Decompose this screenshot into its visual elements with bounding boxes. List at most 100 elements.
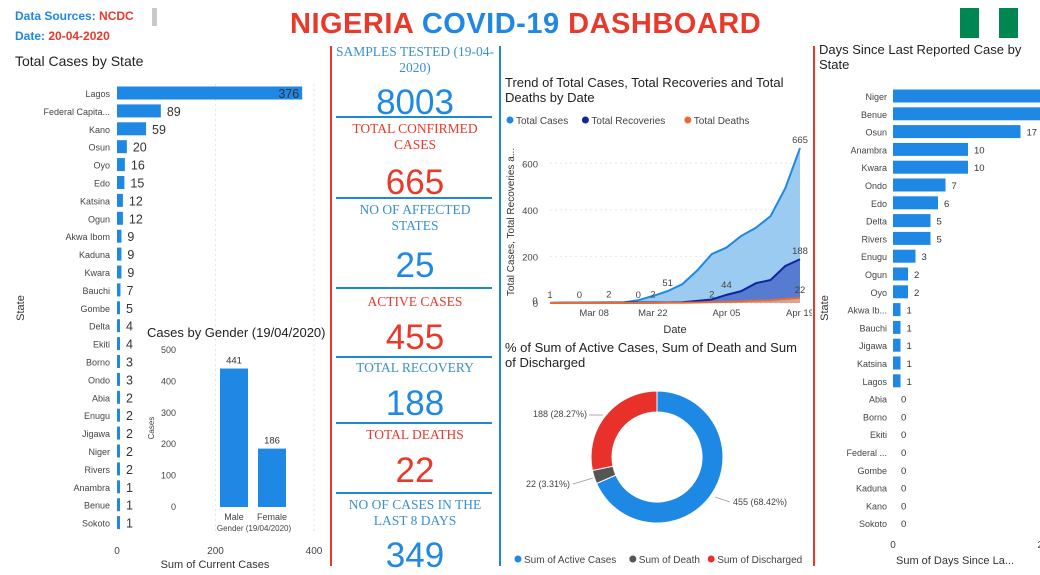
state-value-label: 15 — [130, 177, 144, 191]
point-label: 0 — [577, 290, 582, 301]
days-value-label: 0 — [901, 395, 906, 406]
scroll-indicator — [152, 8, 157, 26]
kpi-value: 188 — [385, 384, 445, 423]
days-bar — [893, 285, 908, 299]
state-value-label: 9 — [127, 230, 134, 244]
legend-label: Total Recoveries — [591, 116, 665, 127]
state-label: Abia — [92, 393, 110, 403]
kpi-label: ACTIVE CASES — [367, 294, 463, 309]
kpi-label: NO OF AFFECTED STATES — [359, 202, 471, 233]
state-bar — [117, 211, 123, 225]
state-bar — [117, 319, 120, 333]
state-value-label: 2 — [126, 445, 133, 459]
x-axis-label: Sum of Days Since La... — [896, 555, 1014, 567]
days-bar — [893, 231, 931, 245]
days-value-label: 0 — [901, 484, 906, 495]
legend-marker — [707, 555, 715, 563]
state-value-label: 2 — [126, 391, 133, 405]
y-tick-label: 200 — [161, 439, 176, 449]
kpi-label: TOTAL RECOVERY — [356, 360, 474, 375]
area-total-cases — [550, 148, 800, 303]
state-label: Federal ... — [846, 448, 887, 458]
state-value-label: 2 — [126, 463, 133, 477]
data-source-value: NCDC — [99, 9, 134, 23]
kpi-divider — [336, 287, 492, 289]
state-label: Bauchi — [82, 286, 110, 296]
days-value-label: 1 — [907, 359, 912, 370]
state-value-label: 20 — [133, 141, 147, 155]
state-bar — [117, 444, 120, 458]
state-value-label: 89 — [167, 105, 181, 119]
state-bar — [117, 86, 303, 100]
y-axis-label: Cases — [147, 417, 156, 440]
leader-line — [714, 496, 731, 503]
x-axis-label: Sum of Current Cases — [161, 559, 270, 571]
state-label: Benue — [861, 110, 887, 120]
x-axis-label: Date — [663, 324, 686, 336]
donut-slice — [590, 390, 658, 472]
state-label: Abia — [869, 395, 887, 405]
kpi-label: NO OF CASES IN THE LAST 8 DAYS — [348, 497, 482, 528]
state-label: Kano — [89, 125, 110, 135]
state-label: Ogun — [865, 270, 887, 280]
state-value-label: 4 — [126, 320, 133, 334]
slice-label: 188 (28.27%) — [533, 409, 587, 419]
days-bar — [893, 89, 1040, 103]
state-label: Gombe — [80, 304, 110, 314]
state-bar — [117, 462, 120, 476]
days-bar — [893, 107, 1040, 121]
legend-label: Total Deaths — [694, 116, 750, 127]
kpi-divider — [336, 356, 492, 358]
days-value-label: 6 — [944, 199, 949, 210]
legend-label: Sum of Death — [639, 555, 700, 566]
state-bar — [117, 372, 120, 386]
y-tick-label: 200 — [522, 252, 538, 263]
y-tick-label: 0 — [533, 299, 538, 310]
legend-marker — [684, 116, 692, 124]
line-total-deaths — [550, 296, 801, 304]
separator-blue-mid — [499, 46, 501, 566]
point-label: 2 — [650, 290, 655, 301]
state-bar — [117, 408, 120, 422]
state-value-label: 376 — [278, 87, 299, 101]
days-value-label: 0 — [901, 466, 906, 477]
kpi-value: 665 — [385, 163, 445, 202]
state-bar — [117, 247, 122, 261]
state-value-label: 3 — [126, 373, 133, 387]
state-label: Katsina — [857, 359, 887, 369]
state-value-label: 59 — [152, 123, 166, 137]
days-bar — [893, 338, 901, 352]
days-value-label: 0 — [901, 519, 906, 530]
state-label: Rivers — [84, 465, 110, 475]
point-label: 665 — [792, 135, 808, 146]
state-label: Oyo — [870, 288, 887, 298]
y-axis-label: State — [15, 295, 27, 321]
date-label: Date: — [15, 29, 46, 43]
state-bar — [117, 516, 120, 530]
days-value-label: 10 — [974, 145, 985, 156]
state-value-label: 12 — [129, 212, 143, 226]
point-label: 0 — [636, 290, 641, 301]
state-label: Benue — [84, 501, 110, 511]
kpi-label: TOTAL CONFIRMED CASES — [352, 121, 478, 152]
days-value-label: 0 — [901, 430, 906, 441]
date-value: 20-04-2020 — [48, 29, 110, 43]
y-tick-label: 400 — [161, 376, 176, 386]
days-value-label: 10 — [974, 163, 985, 174]
donut-chart-title: % of Sum of Active Cases, Sum of Death a… — [505, 340, 797, 370]
point-label: 188 — [792, 246, 808, 257]
legend-marker — [514, 555, 522, 563]
state-label: Rivers — [861, 234, 887, 244]
state-label: Akwa Ibom — [65, 232, 110, 242]
state-bar — [117, 176, 125, 189]
y-tick-label: 400 — [522, 206, 538, 217]
state-value-label: 7 — [126, 284, 133, 298]
state-bar — [117, 498, 120, 512]
state-label: Lagos — [862, 377, 887, 387]
point-label: 1 — [547, 290, 552, 301]
donut-slice — [595, 390, 724, 524]
legend-marker — [506, 116, 514, 124]
gender-value-label: 186 — [264, 436, 280, 447]
state-bar — [117, 355, 120, 368]
